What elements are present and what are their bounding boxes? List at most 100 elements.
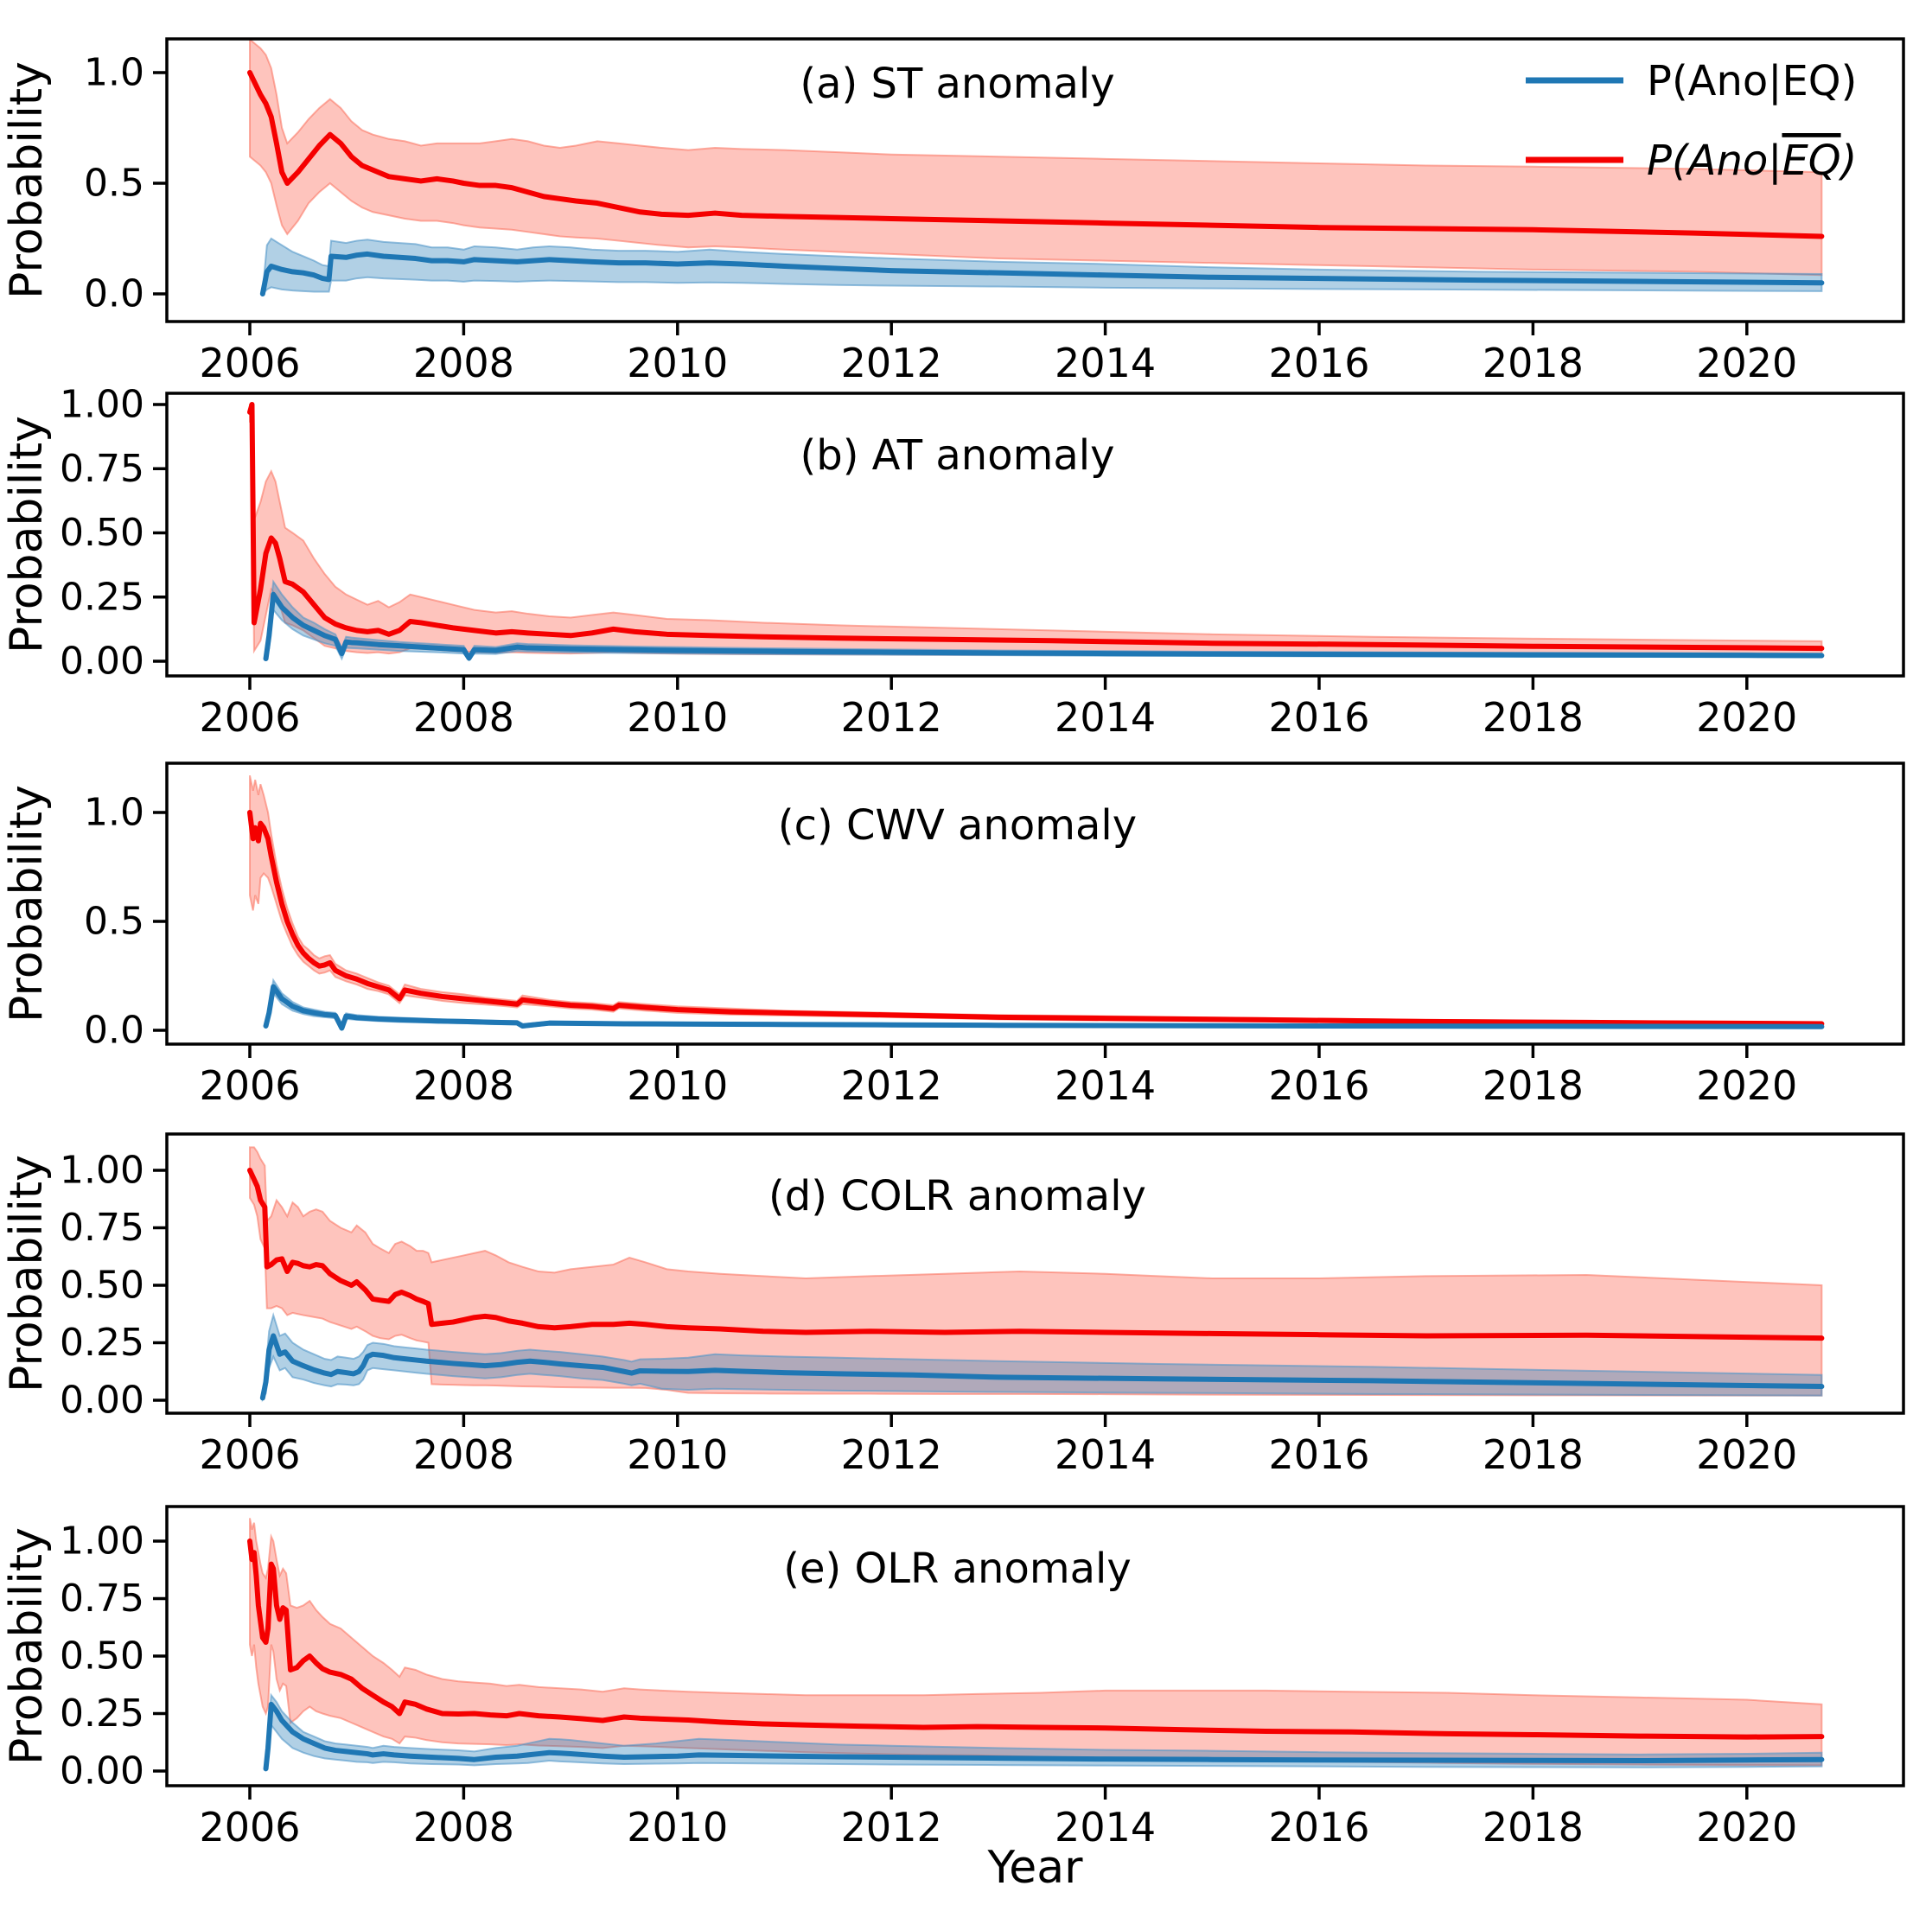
x-tick-label-a: 2006 xyxy=(199,340,300,386)
panel-title-e: (e) OLR anomaly xyxy=(783,1545,1132,1593)
p-ano-not-eq-line-a xyxy=(247,70,1825,239)
y-tick-label-a: 0.5 xyxy=(84,162,144,206)
x-tick-label-c: 2008 xyxy=(413,1062,514,1109)
x-tick-label-c: 2014 xyxy=(1055,1062,1156,1109)
plot-area-c xyxy=(247,774,1825,1031)
y-tick-label-b: 1.00 xyxy=(60,383,144,427)
x-tick-label-c: 2016 xyxy=(1268,1062,1369,1109)
x-axis-label: Year xyxy=(986,1842,1083,1894)
p-ano-not-eq-line-e xyxy=(247,1539,1825,1740)
p-ano-eq-line-d xyxy=(259,1333,1825,1401)
panel-a: 0.0 0.5 1.0 2006 2008 2010 2012 2014 2016 2018 202… xyxy=(1,37,1905,386)
panel-title-a: (a) ST anomaly xyxy=(800,60,1114,108)
y-tick-label-e: 0.75 xyxy=(60,1577,144,1621)
x-tick-label-a: 2010 xyxy=(627,340,728,386)
y-axis-label-b: Probability xyxy=(1,416,53,653)
p-ano-eq-line-a xyxy=(259,251,1825,296)
legend: P(Ano|EQ) P(Ano|EQ) xyxy=(1526,57,1857,185)
x-tick-label-e: 2008 xyxy=(413,1804,514,1851)
x-tick-label-a: 2016 xyxy=(1268,340,1369,386)
y-tick-label-a: 1.0 xyxy=(84,51,144,95)
y-axis-label-a: Probability xyxy=(1,61,53,299)
x-tick-label-b: 2014 xyxy=(1055,694,1156,741)
y-tick-label-d: 1.00 xyxy=(60,1149,144,1193)
x-tick-label-a: 2008 xyxy=(413,340,514,386)
x-tick-label-d: 2006 xyxy=(199,1431,300,1478)
x-tick-label-d: 2018 xyxy=(1482,1431,1584,1478)
x-tick-label-b: 2016 xyxy=(1268,694,1369,741)
y-tick-label-b: 0.25 xyxy=(60,575,144,619)
x-tick-label-d: 2010 xyxy=(627,1431,728,1478)
x-tick-label-d: 2016 xyxy=(1268,1431,1369,1478)
x-tick-label-e: 2010 xyxy=(627,1804,728,1851)
y-tick-label-b: 0.00 xyxy=(60,640,144,684)
x-tick-label-a: 2012 xyxy=(841,340,942,386)
x-tick-label-c: 2006 xyxy=(199,1062,300,1109)
x-tick-label-e: 2020 xyxy=(1696,1804,1797,1851)
x-tick-label-b: 2018 xyxy=(1482,694,1584,741)
x-tick-label-c: 2018 xyxy=(1482,1062,1584,1109)
panel-e: 0.00 0.25 0.50 0.75 1.00 2006 2008 2010 2012 2014… xyxy=(1,1505,1905,1851)
x-tick-label-b: 2006 xyxy=(199,694,300,741)
x-tick-label-b: 2012 xyxy=(841,694,942,741)
y-tick-label-b: 0.50 xyxy=(60,511,144,555)
y-axis-label-c: Probability xyxy=(1,785,53,1023)
x-tick-label-d: 2020 xyxy=(1696,1431,1797,1478)
plot-area-e xyxy=(247,1518,1825,1772)
y-tick-label-e: 1.00 xyxy=(60,1520,144,1564)
legend-label-p-ano-eq: P(Ano|EQ) xyxy=(1647,57,1857,105)
panel-title-c: (c) CWV anomaly xyxy=(778,801,1137,850)
p-ano-not-eq-line-d xyxy=(247,1168,1825,1341)
panel-title-d: (d) COLR anomaly xyxy=(768,1172,1146,1220)
y-tick-label-c: 1.0 xyxy=(84,791,144,835)
axes-spines-b xyxy=(165,392,1905,678)
x-tick-label-e: 2012 xyxy=(841,1804,942,1851)
blue-confidence-band-d xyxy=(261,1311,1823,1403)
x-tick-label-a: 2014 xyxy=(1055,340,1156,386)
axes-spines-a xyxy=(165,37,1905,323)
plot-area-a xyxy=(247,39,1825,296)
x-tick-label-e: 2018 xyxy=(1482,1804,1584,1851)
y-tick-label-d: 0.25 xyxy=(60,1321,144,1365)
p-ano-eq-line-c xyxy=(263,984,1825,1031)
y-tick-label-a: 0.0 xyxy=(84,272,144,316)
panel-c: 0.0 0.5 1.0 2006 2008 2010 2012 2014 2016 2018 202… xyxy=(1,761,1905,1109)
x-tick-label-a: 2018 xyxy=(1482,340,1584,386)
y-tick-label-d: 0.50 xyxy=(60,1264,144,1308)
y-tick-label-e: 0.50 xyxy=(60,1634,144,1679)
panel-b: 0.00 0.25 0.50 0.75 1.00 2006 2008 2010 2012 2014… xyxy=(1,383,1905,741)
y-axis-label-e: Probability xyxy=(1,1527,53,1765)
p-ano-eq-line-e xyxy=(263,1701,1825,1772)
axes-spines-d xyxy=(165,1132,1905,1415)
legend-label-p-ano-not-eq: P(Ano|EQ) xyxy=(1647,137,1857,185)
plot-area-d xyxy=(247,1146,1825,1403)
x-tick-label-d: 2014 xyxy=(1055,1431,1156,1478)
axes-spines-e xyxy=(165,1505,1905,1787)
x-tick-label-b: 2020 xyxy=(1696,694,1797,741)
axes-spines-c xyxy=(165,761,1905,1046)
p-ano-eq-line-b xyxy=(263,591,1825,662)
x-tick-label-c: 2010 xyxy=(627,1062,728,1109)
x-tick-label-e: 2016 xyxy=(1268,1804,1369,1851)
p-ano-not-eq-line-b xyxy=(247,402,1825,652)
y-axis-label-d: Probability xyxy=(1,1155,53,1392)
x-tick-label-d: 2008 xyxy=(413,1431,514,1478)
x-tick-label-a: 2020 xyxy=(1696,340,1797,386)
x-tick-label-e: 2006 xyxy=(199,1804,300,1851)
y-tick-label-d: 0.00 xyxy=(60,1379,144,1423)
x-tick-label-c: 2012 xyxy=(841,1062,942,1109)
x-tick-label-b: 2010 xyxy=(627,694,728,741)
x-tick-label-d: 2012 xyxy=(841,1431,942,1478)
x-tick-label-c: 2020 xyxy=(1696,1062,1797,1109)
plot-area-b xyxy=(247,402,1825,662)
y-tick-label-b: 0.75 xyxy=(60,447,144,491)
x-tick-label-b: 2008 xyxy=(413,694,514,741)
x-tick-label-e: 2014 xyxy=(1055,1804,1156,1851)
y-tick-label-c: 0.5 xyxy=(84,900,144,944)
y-tick-label-c: 0.0 xyxy=(84,1009,144,1053)
y-tick-label-d: 0.75 xyxy=(60,1206,144,1250)
panel-d: 0.00 0.25 0.50 0.75 1.00 2006 2008 2010 2012 2014… xyxy=(1,1132,1905,1478)
